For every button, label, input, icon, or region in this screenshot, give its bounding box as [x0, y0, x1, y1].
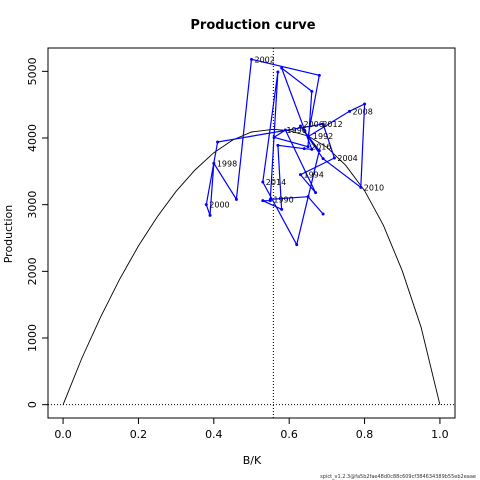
- trajectory-point: [347, 109, 351, 113]
- trajectory-point: [306, 135, 310, 139]
- year-label: 1994: [303, 171, 323, 180]
- trajectory-point: [302, 147, 306, 151]
- trajectory-point: [283, 128, 287, 132]
- trajectory-point: [298, 124, 302, 128]
- x-axis-label: B/K: [243, 454, 262, 467]
- trajectory-point: [321, 122, 325, 126]
- trajectory-point: [332, 156, 336, 160]
- trajectory-point: [250, 57, 253, 61]
- year-label: 2008: [352, 107, 372, 116]
- x-tick-label: 0.8: [356, 428, 374, 441]
- trajectory-point: [298, 173, 302, 177]
- x-tick-label: 0.0: [54, 428, 72, 441]
- year-label: 2014: [266, 178, 286, 187]
- year-label: 2010: [364, 183, 384, 192]
- year-label: 2006: [303, 120, 323, 129]
- y-tick-label: 2000: [26, 257, 39, 285]
- trajectory-point: [212, 161, 216, 165]
- trajectory-point: [317, 73, 321, 77]
- trajectory-point: [306, 195, 310, 199]
- trajectory-point: [306, 145, 310, 149]
- trajectory-point: [310, 89, 314, 93]
- trajectory-point: [314, 191, 318, 195]
- trajectory-point: [280, 207, 284, 211]
- trajectory-point: [276, 143, 280, 147]
- year-label: 2004: [337, 154, 357, 163]
- trajectory-point: [261, 199, 265, 203]
- year-label: 2016: [311, 143, 331, 152]
- x-tick-label: 0.2: [130, 428, 148, 441]
- x-tick-label: 0.6: [280, 428, 298, 441]
- year-label: 2002: [255, 55, 275, 64]
- y-tick-label: 4000: [26, 124, 39, 152]
- trajectory-point: [317, 149, 321, 153]
- trajectory-point: [280, 66, 284, 70]
- year-label: 1996: [287, 126, 307, 135]
- year-label: 2012: [322, 120, 342, 129]
- trajectory-point: [204, 203, 208, 207]
- trajectory-point: [321, 212, 325, 216]
- trajectory-line: [205, 58, 366, 247]
- year-label: 1992: [313, 132, 333, 141]
- trajectory-point: [295, 243, 299, 247]
- y-axis-label: Production: [2, 205, 15, 264]
- x-tick-label: 1.0: [431, 428, 449, 441]
- trajectory-point: [363, 102, 367, 106]
- version-footnote: spict_v1.2.3@fa5b2fae48d0c88c609cf384634…: [320, 474, 476, 480]
- y-tick-label: 0: [26, 401, 39, 408]
- plot-area: 0.0 0.2 0.4 0.6 0.8 1.0 0 1000 2000 3000 4000 5000 1…: [26, 47, 456, 441]
- y-tick-label: 1000: [26, 324, 39, 352]
- x-tick-label: 0.4: [205, 428, 223, 441]
- y-tick-label: 5000: [26, 57, 39, 85]
- trajectory-point: [359, 185, 363, 189]
- plot-frame: [47, 47, 456, 419]
- trajectory-point: [208, 213, 212, 217]
- trajectory-point: [234, 197, 238, 201]
- y-tick-label: 3000: [26, 191, 39, 219]
- trajectory-point: [321, 157, 325, 161]
- year-label: 1998: [217, 159, 237, 168]
- chart-title: Production curve: [190, 18, 315, 33]
- trajectory-point: [276, 70, 280, 74]
- year-label: 2000: [209, 201, 229, 210]
- year-label: 1990: [273, 195, 293, 204]
- trajectory-point: [216, 140, 220, 144]
- trajectory-point: [261, 180, 265, 184]
- production-curve-line: [62, 128, 441, 405]
- trajectory-point: [268, 197, 272, 201]
- trajectory-point: [310, 147, 314, 151]
- trajectory-point: [272, 135, 276, 139]
